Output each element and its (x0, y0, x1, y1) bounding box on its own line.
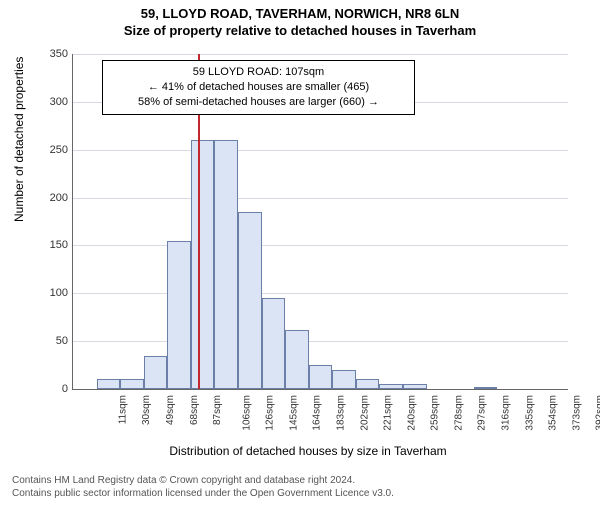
x-tick-label: 316sqm (501, 395, 512, 431)
histogram-bar (474, 387, 498, 389)
x-tick-label: 30sqm (141, 395, 152, 425)
footer-line-2: Contains public sector information licen… (12, 487, 394, 500)
y-tick-label: 50 (24, 335, 68, 347)
histogram-chart: Number of detached properties Distributi… (48, 54, 568, 414)
histogram-bar (120, 379, 144, 389)
histogram-bar (356, 379, 380, 389)
footer-line-1: Contains HM Land Registry data © Crown c… (12, 474, 394, 487)
histogram-bar (144, 356, 168, 390)
histogram-bar (309, 365, 333, 389)
annotation-line-3: 58% of semi-detached houses are larger (… (111, 95, 406, 110)
histogram-bar (214, 140, 238, 389)
x-tick-label: 278sqm (453, 395, 464, 431)
footer-attribution: Contains HM Land Registry data © Crown c… (12, 474, 394, 500)
annotation-box: 59 LLOYD ROAD: 107sqm← 41% of detached h… (102, 60, 415, 115)
gridline (73, 54, 568, 55)
y-tick-label: 0 (24, 383, 68, 395)
y-tick-label: 250 (24, 144, 68, 156)
x-tick-label: 87sqm (212, 395, 223, 425)
x-tick-label: 335sqm (524, 395, 535, 431)
histogram-bar (97, 379, 121, 389)
x-axis-label: Distribution of detached houses by size … (48, 444, 568, 458)
x-tick-label: 11sqm (117, 395, 128, 424)
histogram-bar (167, 241, 191, 389)
x-tick-label: 259sqm (430, 395, 441, 431)
title-main: 59, LLOYD ROAD, TAVERHAM, NORWICH, NR8 6… (0, 6, 600, 21)
histogram-bar (332, 370, 356, 389)
x-tick-label: 354sqm (548, 395, 559, 431)
y-tick-label: 300 (24, 96, 68, 108)
title-sub: Size of property relative to detached ho… (0, 23, 600, 38)
y-tick-label: 350 (24, 48, 68, 60)
y-tick-label: 150 (24, 239, 68, 251)
y-tick-label: 100 (24, 287, 68, 299)
x-tick-label: 392sqm (595, 395, 600, 431)
x-tick-label: 373sqm (571, 395, 582, 431)
x-tick-label: 106sqm (241, 395, 252, 431)
x-tick-label: 297sqm (477, 395, 488, 431)
x-tick-label: 49sqm (165, 395, 176, 425)
annotation-line-2: ← 41% of detached houses are smaller (46… (111, 80, 406, 95)
x-tick-label: 202sqm (359, 395, 370, 431)
gridline (73, 293, 568, 294)
gridline (73, 245, 568, 246)
histogram-bar (238, 212, 262, 389)
y-tick-label: 200 (24, 192, 68, 204)
histogram-bar (191, 140, 215, 389)
x-tick-label: 145sqm (288, 395, 299, 431)
x-tick-label: 183sqm (336, 395, 347, 431)
x-tick-label: 221sqm (383, 395, 394, 431)
histogram-bar (262, 298, 286, 389)
annotation-line-1: 59 LLOYD ROAD: 107sqm (111, 65, 406, 80)
gridline (73, 198, 568, 199)
gridline (73, 150, 568, 151)
x-tick-label: 164sqm (312, 395, 323, 431)
x-tick-label: 240sqm (406, 395, 417, 431)
histogram-bar (285, 330, 309, 389)
x-tick-label: 126sqm (265, 395, 276, 431)
histogram-bar (403, 384, 427, 389)
gridline (73, 341, 568, 342)
histogram-bar (379, 384, 403, 389)
x-tick-label: 68sqm (189, 395, 200, 425)
